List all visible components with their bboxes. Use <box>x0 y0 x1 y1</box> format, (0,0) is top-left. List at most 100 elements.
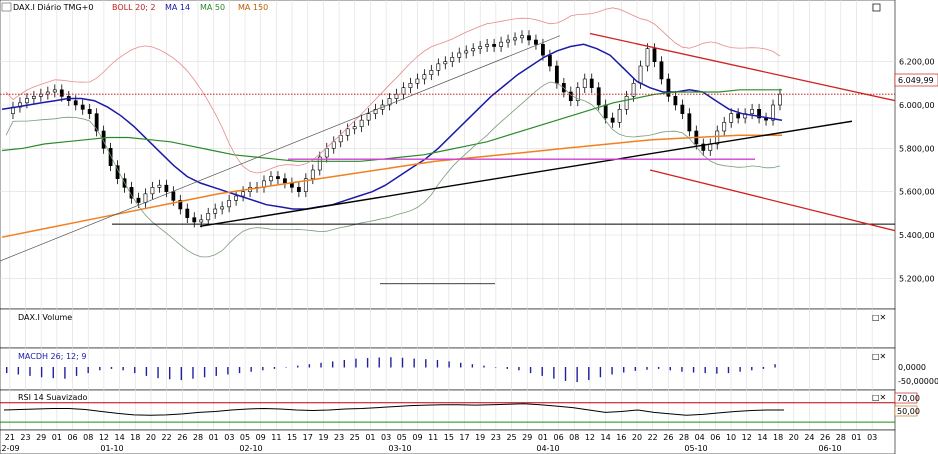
chart-menu-icon[interactable] <box>1 2 12 12</box>
macd-bar <box>285 367 287 368</box>
macd-bar <box>704 367 706 374</box>
x-month-label: 01-10 <box>100 444 123 453</box>
x-day-label: 03 <box>224 433 234 442</box>
x-day-label: 06 <box>553 433 563 442</box>
macd-bar <box>692 367 695 373</box>
candle-body <box>94 113 99 132</box>
rsi-panel <box>0 389 896 431</box>
candle-body <box>283 178 287 184</box>
support-trendline <box>199 120 853 228</box>
candle-body <box>303 178 308 192</box>
candle-body <box>164 184 169 192</box>
x-day-label: 01 <box>851 433 861 442</box>
x-day-label: 09 <box>256 433 266 442</box>
candle-body <box>345 128 350 136</box>
macd-bar <box>669 367 671 371</box>
candle-body <box>206 213 211 221</box>
candle-body <box>757 109 761 119</box>
candle-body <box>520 35 524 39</box>
candle-body <box>185 208 190 218</box>
last-price-value: 6.049,99 <box>898 76 934 85</box>
x-month-label: 12-09 <box>0 444 20 453</box>
x-day-label: 12 <box>99 433 109 442</box>
candle-body <box>443 61 448 65</box>
boll-label: BOLL 20; 2 <box>112 3 156 12</box>
x-day-label: 01 <box>52 433 62 442</box>
candle-body <box>778 93 782 106</box>
x-day-label: 19 <box>475 433 485 442</box>
candle-body <box>750 109 755 114</box>
maximize-icon[interactable] <box>872 3 881 12</box>
macd-bar <box>599 367 602 378</box>
macd-bar <box>506 367 508 369</box>
macd-neg-label: -50,00000 <box>898 377 938 386</box>
volume-close-icon[interactable]: □✕ <box>872 313 886 322</box>
candle-body <box>673 96 678 106</box>
x-day-label: 21 <box>5 433 15 442</box>
candle-body <box>492 44 497 47</box>
macd-bar <box>727 367 730 374</box>
macd-bar <box>751 367 753 371</box>
x-day-label: 17 <box>303 433 313 442</box>
candle-body <box>387 98 392 106</box>
macd-bar <box>413 358 415 368</box>
candle-body <box>617 109 622 123</box>
candle-body <box>541 44 545 56</box>
macd-bar <box>564 367 567 381</box>
candle-body <box>213 208 218 214</box>
candle-body <box>101 130 106 149</box>
macd-bar <box>646 367 648 370</box>
candle-body <box>771 104 775 121</box>
macd-bar <box>716 367 718 374</box>
x-day-label: 29 <box>36 433 46 442</box>
candle-body <box>352 126 357 130</box>
candle-body <box>296 187 301 192</box>
gridlines <box>0 0 895 430</box>
x-day-label: 06 <box>67 433 77 442</box>
candle-body <box>471 48 476 52</box>
x-day-label: 20 <box>789 433 799 442</box>
candle-body <box>108 148 113 166</box>
candle-body <box>659 61 664 80</box>
macd-bar <box>553 367 555 379</box>
macd-bar <box>122 367 124 371</box>
macd-bar <box>215 367 217 376</box>
candle-body <box>324 148 329 158</box>
x-day-label: 05 <box>397 433 407 442</box>
x-month-label: 06-10 <box>818 444 841 453</box>
candle-body <box>25 98 29 104</box>
macd-bar <box>192 367 194 379</box>
rsi-close-icon[interactable]: □✕ <box>872 393 886 402</box>
candle-body <box>506 39 510 43</box>
candle-body <box>547 54 552 67</box>
macd-bar <box>588 367 590 381</box>
x-axis <box>0 429 896 454</box>
candle-body <box>610 117 615 123</box>
candle-body <box>638 65 643 84</box>
x-day-label: 28 <box>193 433 203 442</box>
macd-bar <box>40 367 43 378</box>
candle-body <box>199 219 204 223</box>
price-tick-label: 6.200,00 <box>899 58 935 67</box>
volume-title: DAX.I Volume <box>18 313 72 322</box>
candle-body <box>701 143 706 151</box>
x-day-label: 10 <box>726 433 736 442</box>
candle-body <box>596 87 601 106</box>
rsi-50-box <box>894 405 918 417</box>
x-day-label: 25 <box>506 433 516 442</box>
candle-body <box>157 184 162 188</box>
x-day-label: 28 <box>836 433 846 442</box>
candle-body <box>150 187 155 195</box>
macd-bar <box>75 367 78 376</box>
price-tick-label: 5.400,00 <box>899 231 935 240</box>
macd-bar <box>471 364 474 368</box>
x-day-label: 17 <box>459 433 469 442</box>
macd-close-icon[interactable]: □✕ <box>872 352 886 361</box>
candle-body <box>220 206 225 210</box>
x-month-label: 03-10 <box>388 444 411 453</box>
candle-body <box>415 78 420 84</box>
macd-bar <box>110 367 113 369</box>
candle-body <box>603 104 608 119</box>
candle-body <box>73 100 78 106</box>
